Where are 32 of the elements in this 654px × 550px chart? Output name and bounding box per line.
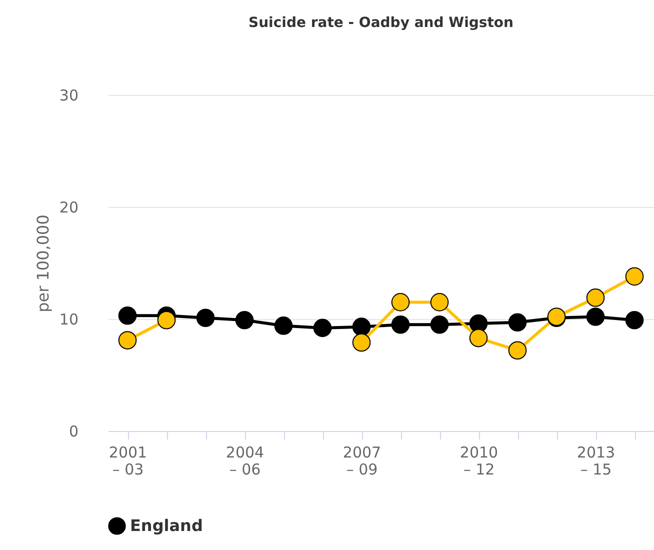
legend-label: England xyxy=(130,516,203,535)
point xyxy=(157,310,176,330)
y-tick-label: 30 xyxy=(59,86,78,104)
point xyxy=(235,310,254,330)
point xyxy=(469,328,488,348)
y-tick-label: 20 xyxy=(59,198,78,216)
y-axis-title: per 100,000 xyxy=(33,214,52,312)
point xyxy=(430,293,449,312)
y-tick-label: 10 xyxy=(59,310,78,328)
point xyxy=(391,293,410,312)
point xyxy=(508,313,527,332)
point xyxy=(196,308,215,328)
point xyxy=(625,310,644,330)
x-tick-label: 2010 – 12 xyxy=(460,444,498,478)
point xyxy=(625,267,644,286)
point xyxy=(430,315,449,334)
x-tick-label: 2004 – 06 xyxy=(226,444,264,478)
point xyxy=(586,308,605,326)
chart-title: Suicide rate - Oadby and Wigston xyxy=(248,15,514,31)
point xyxy=(391,315,410,334)
point xyxy=(352,333,371,352)
y-tick-label: 0 xyxy=(68,422,78,440)
point xyxy=(313,318,332,338)
point xyxy=(352,318,371,336)
point xyxy=(274,316,293,335)
x-tick-label: 2007 – 09 xyxy=(342,444,382,478)
x-tick-label: 2001 – 03 xyxy=(108,444,148,478)
x-tick-label: 2013 – 15 xyxy=(576,444,616,478)
point xyxy=(118,306,137,325)
point xyxy=(586,288,605,307)
point xyxy=(118,331,137,350)
point xyxy=(508,341,527,360)
